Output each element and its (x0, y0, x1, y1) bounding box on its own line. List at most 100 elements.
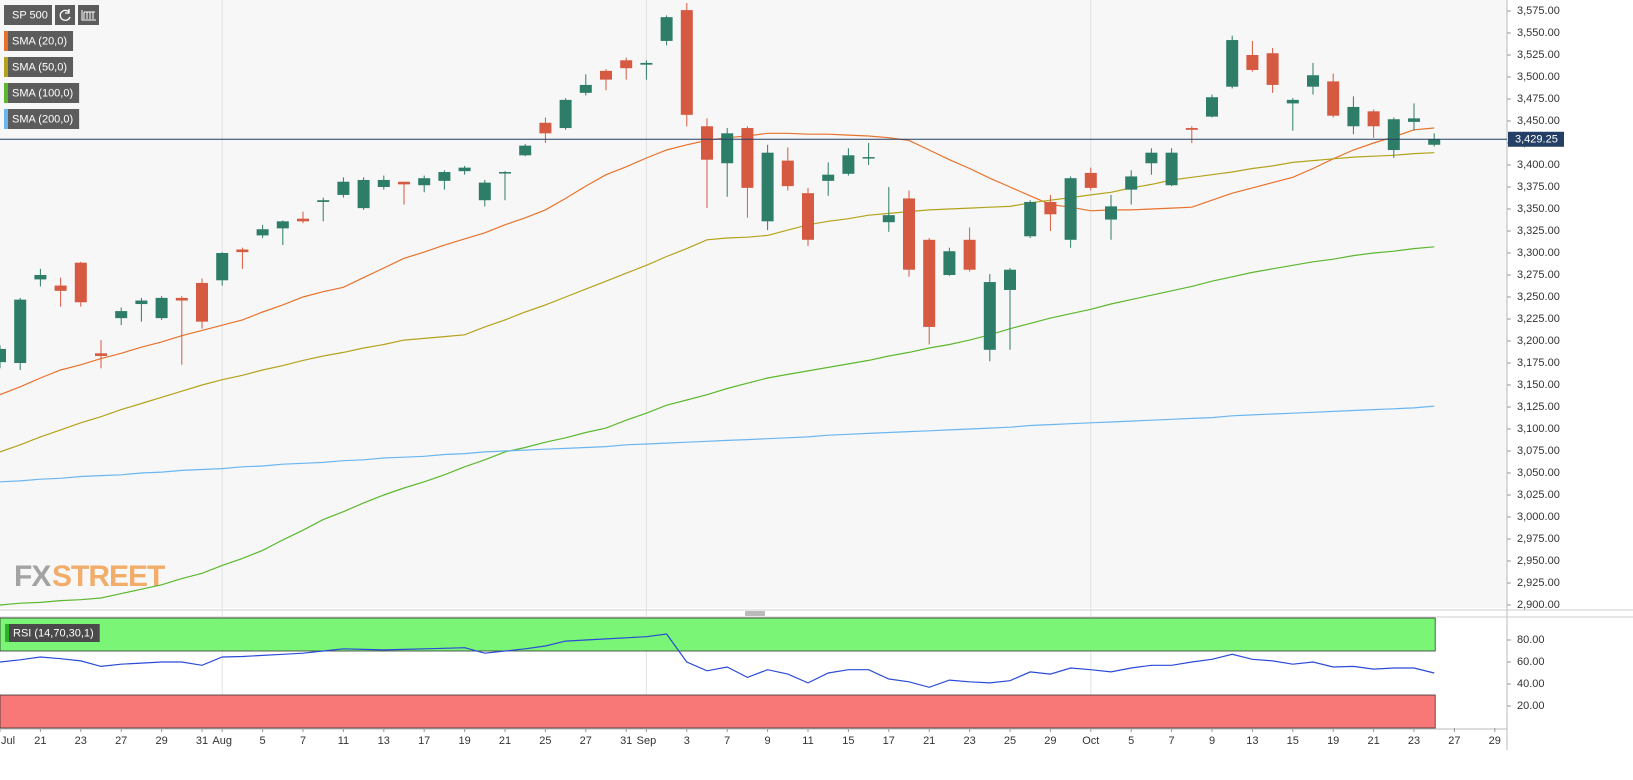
candle-body (135, 300, 148, 305)
candle-body (175, 297, 188, 301)
candle-body (781, 160, 794, 187)
candle-body (1165, 152, 1178, 186)
candle-body (398, 181, 410, 185)
candle-body (1246, 55, 1259, 70)
y-tick-label: 3,400.00 (1517, 159, 1560, 171)
y-tick-label: 3,350.00 (1517, 203, 1560, 215)
rsi-y-tick-label: 20.00 (1517, 700, 1545, 712)
candle-body (438, 172, 451, 181)
candle-body (1347, 106, 1360, 127)
rsi-legend-box[interactable] (5, 624, 100, 642)
sma-legend-box[interactable] (4, 109, 80, 129)
sma-legend-box[interactable] (4, 83, 80, 103)
x-tick-label: Oct (1082, 735, 1099, 747)
refresh-icon (59, 9, 71, 21)
x-tick-label: 29 (1489, 735, 1501, 747)
candle-body (1408, 118, 1420, 122)
y-tick-label: 3,300.00 (1517, 247, 1560, 259)
x-tick-label: 23 (963, 735, 975, 747)
x-tick-label: 17 (418, 735, 430, 747)
x-tick-label: 7 (1169, 735, 1175, 747)
symbol-label: SP 500 (12, 9, 48, 21)
last-price-box (1508, 131, 1564, 147)
watermark-fx: FX (14, 560, 51, 593)
candle-body (842, 155, 855, 174)
y-tick-label: 2,900.00 (1517, 599, 1560, 611)
x-tick-label: 21 (923, 735, 935, 747)
y-tick-label: 3,450.00 (1517, 115, 1560, 127)
x-tick-label: 21 (34, 735, 46, 747)
candle-body (519, 145, 532, 156)
settings-icon (81, 10, 96, 21)
sma-legend-label: SMA (20,0) (12, 35, 67, 47)
sma-legend-swatch (4, 109, 8, 129)
marks: 2,900.00 2,925.00 2,950.00 2,975.00 3,000.00… (0, 0, 1564, 747)
candle-body (1206, 97, 1218, 117)
candle-body (1367, 111, 1380, 127)
sma-legend-label: SMA (200,0) (12, 113, 73, 125)
x-tick-label: 3 (684, 735, 690, 747)
candle-body (1125, 176, 1138, 190)
rsi-legend-swatch (5, 624, 9, 642)
x-tick-label: 21 (499, 735, 511, 747)
y-tick-label: 3,525.00 (1517, 49, 1560, 61)
x-tick-label: 5 (260, 735, 266, 747)
candle-body (640, 62, 653, 65)
candle-body (761, 152, 774, 222)
candle-body (983, 282, 996, 350)
x-tick-label: 11 (338, 735, 349, 747)
x-tick-label: 31 (620, 735, 632, 747)
y-tick-label: 3,150.00 (1517, 379, 1560, 391)
candle-body (1185, 128, 1198, 130)
x-tick-label: 27 (580, 735, 592, 747)
candle-body (418, 178, 431, 186)
candle-body (721, 133, 734, 164)
y-tick-label: 3,125.00 (1517, 401, 1560, 413)
candle-body (1064, 178, 1077, 240)
sma-legend-swatch (4, 31, 8, 51)
candle-body (196, 282, 208, 322)
candle-body (1387, 119, 1400, 151)
rsi-y-tick-label: 60.00 (1517, 656, 1545, 668)
x-tick-label: Jul (1, 735, 15, 747)
y-tick-label: 3,025.00 (1517, 489, 1560, 501)
candle-body (1266, 53, 1279, 85)
sma-legend-label: SMA (50,0) (12, 61, 67, 73)
x-tick-label: 21 (1367, 735, 1379, 747)
candle-body (1024, 201, 1037, 237)
x-tick-label: 29 (155, 735, 167, 747)
candle-body (1044, 201, 1057, 215)
candle-body (115, 311, 128, 319)
sma-legend-box[interactable] (4, 57, 74, 77)
settings-button[interactable] (78, 5, 99, 25)
candle-body (1145, 152, 1158, 164)
candle-body (802, 193, 814, 240)
y-tick-label: 3,175.00 (1517, 357, 1560, 369)
x-tick-label: 17 (883, 735, 895, 747)
candle-body (14, 299, 27, 364)
y-tick-label: 3,500.00 (1517, 71, 1560, 83)
refresh-button[interactable] (55, 5, 75, 25)
rsi-y-tick-label: 80.00 (1517, 634, 1545, 646)
x-tick-label: 9 (765, 735, 771, 747)
x-tick-label: 15 (1287, 735, 1299, 747)
candle-body (1327, 81, 1340, 116)
sma-legend-swatch (4, 57, 8, 77)
candle-body (95, 353, 107, 356)
symbol-box[interactable] (4, 5, 52, 25)
y-tick-label: 3,575.00 (1517, 5, 1560, 17)
candle-body (377, 179, 390, 188)
y-tick-label: 3,250.00 (1517, 291, 1560, 303)
candle-body (499, 172, 511, 174)
sma-legend-box[interactable] (4, 31, 74, 51)
rsi-legend-label: RSI (14,70,30,1) (13, 627, 94, 639)
candle-body (1307, 75, 1319, 87)
candle-body (216, 253, 229, 281)
x-tick-label: 25 (1004, 735, 1016, 747)
x-tick-label: 27 (1448, 735, 1460, 747)
y-tick-label: 3,225.00 (1517, 313, 1560, 325)
candle-body (963, 239, 976, 270)
panel-resize-handle[interactable] (745, 611, 765, 616)
candle-body (882, 215, 895, 223)
